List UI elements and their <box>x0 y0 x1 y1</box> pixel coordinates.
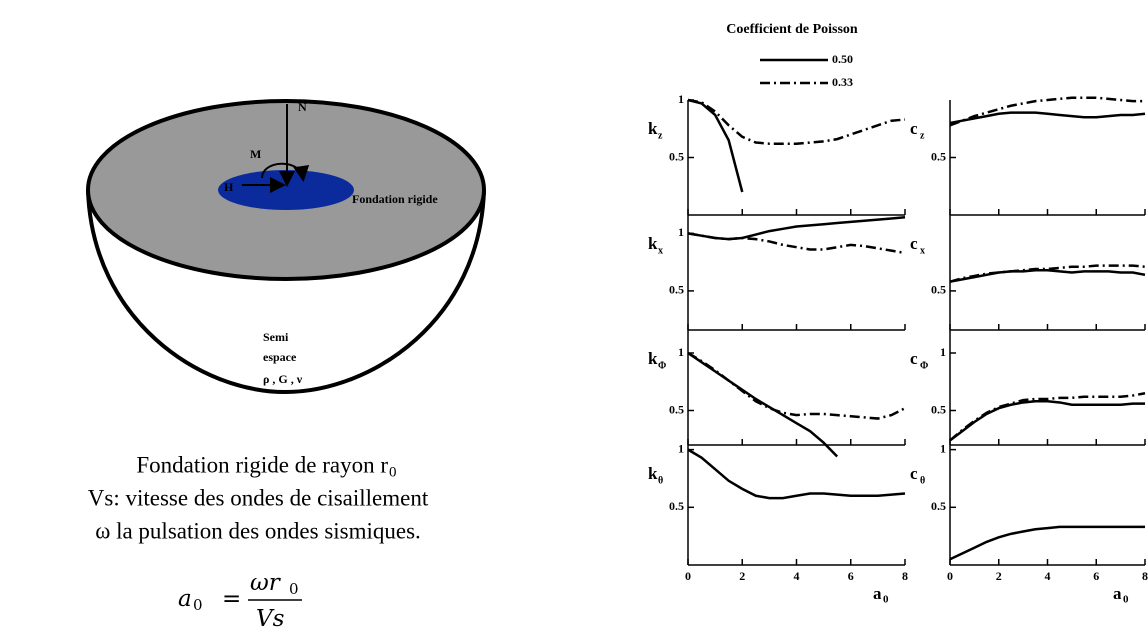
x-tick-label: 2 <box>739 569 745 583</box>
y-label: θ <box>658 475 663 486</box>
y-tick-label: 0.5 <box>669 149 684 163</box>
x-label: a <box>873 584 882 603</box>
y-label: c <box>910 349 918 368</box>
label-space: Semi <box>263 330 289 344</box>
y-label: z <box>920 130 925 141</box>
y-label: x <box>658 245 663 256</box>
y-tick-label: 1 <box>678 441 684 455</box>
label-n: N <box>298 100 307 114</box>
y-label: c <box>910 119 918 138</box>
y-tick-label: 0.5 <box>669 499 684 513</box>
y-label: θ <box>920 475 925 486</box>
series-line <box>687 232 906 255</box>
series-line <box>687 448 906 500</box>
label-foundation: Fondation rigide <box>352 192 438 206</box>
legend-label: 0.33 <box>832 75 853 89</box>
series-line <box>687 98 906 145</box>
y-tick-label: 0.5 <box>931 283 946 297</box>
x-tick-label: 0 <box>685 569 691 583</box>
series-line <box>949 268 1146 283</box>
y-label: Φ <box>920 360 928 371</box>
y-tick-label: 1 <box>678 92 684 106</box>
y-tick-label: 0.5 <box>931 499 946 513</box>
y-label: z <box>658 130 663 141</box>
formula: = <box>222 586 241 612</box>
x-tick-label: 6 <box>848 569 854 583</box>
label-h: H <box>224 180 234 194</box>
y-tick-label: 0.5 <box>669 402 684 416</box>
formula: 0 <box>289 580 299 598</box>
series-line <box>687 98 744 193</box>
y-label: c <box>910 464 918 483</box>
x-tick-label: 0 <box>947 569 953 583</box>
series-line <box>949 525 1145 561</box>
caption: ω la pulsation des ondes sismiques. <box>95 518 421 543</box>
x-tick-label: 6 <box>1093 569 1099 583</box>
series-line <box>949 400 1145 442</box>
y-label: x <box>920 245 925 256</box>
moment-m <box>261 162 310 182</box>
series-line <box>949 264 1146 283</box>
x-tick-label: 4 <box>794 569 800 583</box>
label-m: M <box>250 147 261 161</box>
series-line <box>687 216 906 241</box>
y-tick-label: 0.5 <box>931 149 946 163</box>
y-label: Φ <box>658 360 666 371</box>
formula: 0 <box>193 596 203 614</box>
y-tick-label: 0.5 <box>669 283 684 297</box>
x-label: 0 <box>883 594 889 606</box>
label-space: espace <box>263 350 297 364</box>
y-label: k <box>648 349 658 368</box>
caption: 0 <box>389 464 397 480</box>
legend-title: Coefficient de Poisson <box>726 22 858 37</box>
series-line <box>949 111 1146 125</box>
y-tick-label: 1 <box>678 345 684 359</box>
y-label: k <box>648 119 658 138</box>
x-tick-label: 8 <box>1142 569 1148 583</box>
x-tick-label: 8 <box>902 569 908 583</box>
y-tick-label: 1 <box>940 345 946 359</box>
caption: Vs: vitesse des ondes de cisaillement <box>88 485 429 510</box>
legend-label: 0.50 <box>832 52 853 66</box>
series-line <box>687 351 906 420</box>
formula: a <box>178 586 192 612</box>
x-label: 0 <box>1123 594 1129 606</box>
x-tick-label: 4 <box>1045 569 1051 583</box>
foundation <box>218 170 354 210</box>
y-tick-label: 1 <box>678 225 684 239</box>
caption: Fondation rigide de rayon r <box>136 452 388 477</box>
series-line <box>687 351 839 458</box>
y-tick-label: 1 <box>940 441 946 455</box>
formula: ωr <box>250 570 282 596</box>
label-space: ρ , G , ν <box>263 372 303 386</box>
series-line <box>949 392 1146 442</box>
y-label: c <box>910 234 918 253</box>
y-label: k <box>648 464 658 483</box>
y-tick-label: 0.5 <box>931 402 946 416</box>
series-line <box>949 96 1145 127</box>
x-label: a <box>1113 584 1122 603</box>
x-tick-label: 2 <box>996 569 1002 583</box>
formula: Vs <box>256 606 285 632</box>
y-label: k <box>648 234 658 253</box>
